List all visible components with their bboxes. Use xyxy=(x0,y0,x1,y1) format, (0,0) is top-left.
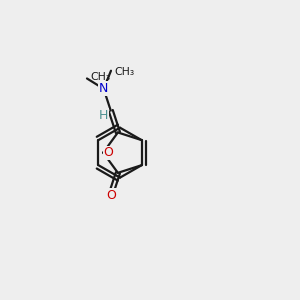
Text: N: N xyxy=(99,82,108,95)
Text: O: O xyxy=(103,146,113,159)
Text: O: O xyxy=(106,189,116,202)
Text: H: H xyxy=(99,109,108,122)
Text: CH₃: CH₃ xyxy=(114,67,134,77)
Text: CH₃: CH₃ xyxy=(90,72,110,82)
